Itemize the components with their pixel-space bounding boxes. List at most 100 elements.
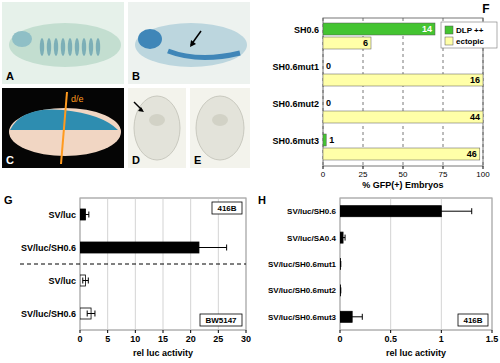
- bar: [323, 97, 324, 109]
- category-label: SV/luc/SH0.6: [287, 207, 336, 216]
- panel-label: C: [6, 154, 14, 166]
- embryo: [9, 23, 121, 67]
- ventral-stain: [168, 51, 240, 58]
- count-label: 0: [326, 61, 331, 71]
- figure: ABd/eCDE0255075100% GFP(+) EmbryosF14601…: [0, 0, 500, 363]
- error-cap: [362, 314, 363, 320]
- annotation: 416B: [217, 204, 236, 213]
- count-label: 16: [470, 75, 480, 85]
- tick-mark: [163, 330, 164, 333]
- section-label: d/e: [71, 94, 84, 104]
- error-line: [341, 237, 345, 238]
- neural-tube: [149, 114, 165, 126]
- tick-mark: [443, 166, 444, 169]
- tick-mark: [441, 330, 442, 333]
- tick-label: 25: [213, 334, 223, 344]
- tick-mark: [107, 330, 108, 333]
- error-cap: [341, 235, 342, 241]
- legend-box: [441, 22, 497, 48]
- bar: [323, 134, 326, 146]
- head-stain: [138, 29, 162, 49]
- category-label: SV/luc/SH0.6: [21, 243, 76, 253]
- error-cap: [88, 212, 89, 218]
- error-bar: [83, 278, 89, 284]
- axis-label: rel luc activity: [386, 348, 446, 358]
- somite-stain: [89, 38, 93, 56]
- category-label: SV/luc/SH0.6mut1: [268, 260, 337, 269]
- count-label: 6: [363, 38, 368, 48]
- image-background: [128, 88, 186, 168]
- error-line: [342, 316, 362, 317]
- tick-label: 1.5: [486, 334, 499, 344]
- category-label: SV/luc/SH0.6mut3: [268, 313, 337, 322]
- category-label: SH0.6mut2: [272, 99, 319, 109]
- error-cap: [340, 261, 341, 267]
- arrow-head: [190, 40, 196, 47]
- error-bar: [171, 245, 226, 251]
- error-cap: [87, 311, 88, 317]
- somite-stain: [82, 38, 86, 56]
- section: [134, 96, 180, 160]
- bar: [323, 60, 324, 72]
- error-cap: [471, 208, 472, 214]
- tick-label: 20: [186, 334, 196, 344]
- arrow-head: [138, 107, 144, 112]
- error-line: [411, 211, 472, 212]
- tick-mark: [218, 330, 219, 333]
- tick-mark: [403, 166, 404, 169]
- head-stain: [12, 31, 32, 47]
- tick-mark: [135, 330, 136, 333]
- image-background: [2, 88, 124, 168]
- error-cap: [340, 261, 341, 267]
- panel-label: B: [132, 70, 140, 82]
- error-bar: [87, 311, 95, 317]
- count-label: 1: [329, 135, 334, 145]
- legend-swatch: [445, 26, 453, 34]
- count-label: 14: [422, 24, 432, 34]
- error-line: [82, 214, 89, 215]
- error-line: [87, 313, 95, 314]
- tick-mark: [323, 166, 324, 169]
- tick-mark: [390, 330, 391, 333]
- tick-mark: [246, 330, 247, 333]
- tick-label: 10: [130, 334, 140, 344]
- tick-mark: [492, 330, 493, 333]
- image-panel: A: [2, 2, 124, 84]
- error-bar: [340, 287, 341, 293]
- error-bar: [341, 235, 345, 241]
- tick-label: 1: [439, 334, 444, 344]
- grid-line: [441, 198, 442, 330]
- category-label: SH0.6: [294, 25, 319, 35]
- category-label: SH0.6mut1: [272, 62, 319, 72]
- error-cap: [340, 287, 341, 293]
- bar: [323, 111, 483, 123]
- error-cap: [345, 235, 346, 241]
- tick-mark: [483, 166, 484, 169]
- tick-mark: [340, 330, 341, 333]
- tick-label: 15: [158, 334, 168, 344]
- category-label: SV/luc: [48, 210, 76, 220]
- error-bar: [82, 212, 89, 218]
- error-bar: [342, 314, 362, 320]
- error-bar: [411, 208, 472, 214]
- annotation-box: [200, 314, 242, 326]
- error-cap: [410, 208, 411, 214]
- category-label: SH0.6mut3: [272, 136, 319, 146]
- tick-mark: [363, 166, 364, 169]
- category-label: SV/luc/SH0.6mut2: [268, 286, 337, 295]
- error-cap: [82, 212, 83, 218]
- tick-label: 75: [439, 170, 448, 179]
- embryo: [135, 23, 247, 67]
- panel-label: E: [194, 154, 201, 166]
- panel-label: G: [4, 194, 13, 206]
- bar: [323, 23, 435, 35]
- tick-mark: [190, 330, 191, 333]
- grid-line: [403, 18, 404, 166]
- count-label: 44: [470, 112, 480, 122]
- bar: [340, 285, 341, 296]
- tick-label: 5: [105, 334, 110, 344]
- axis-label: % GFP(+) Embryos: [362, 180, 443, 190]
- panel-label: H: [258, 194, 266, 206]
- section: [196, 96, 244, 160]
- somite-stain: [40, 38, 44, 56]
